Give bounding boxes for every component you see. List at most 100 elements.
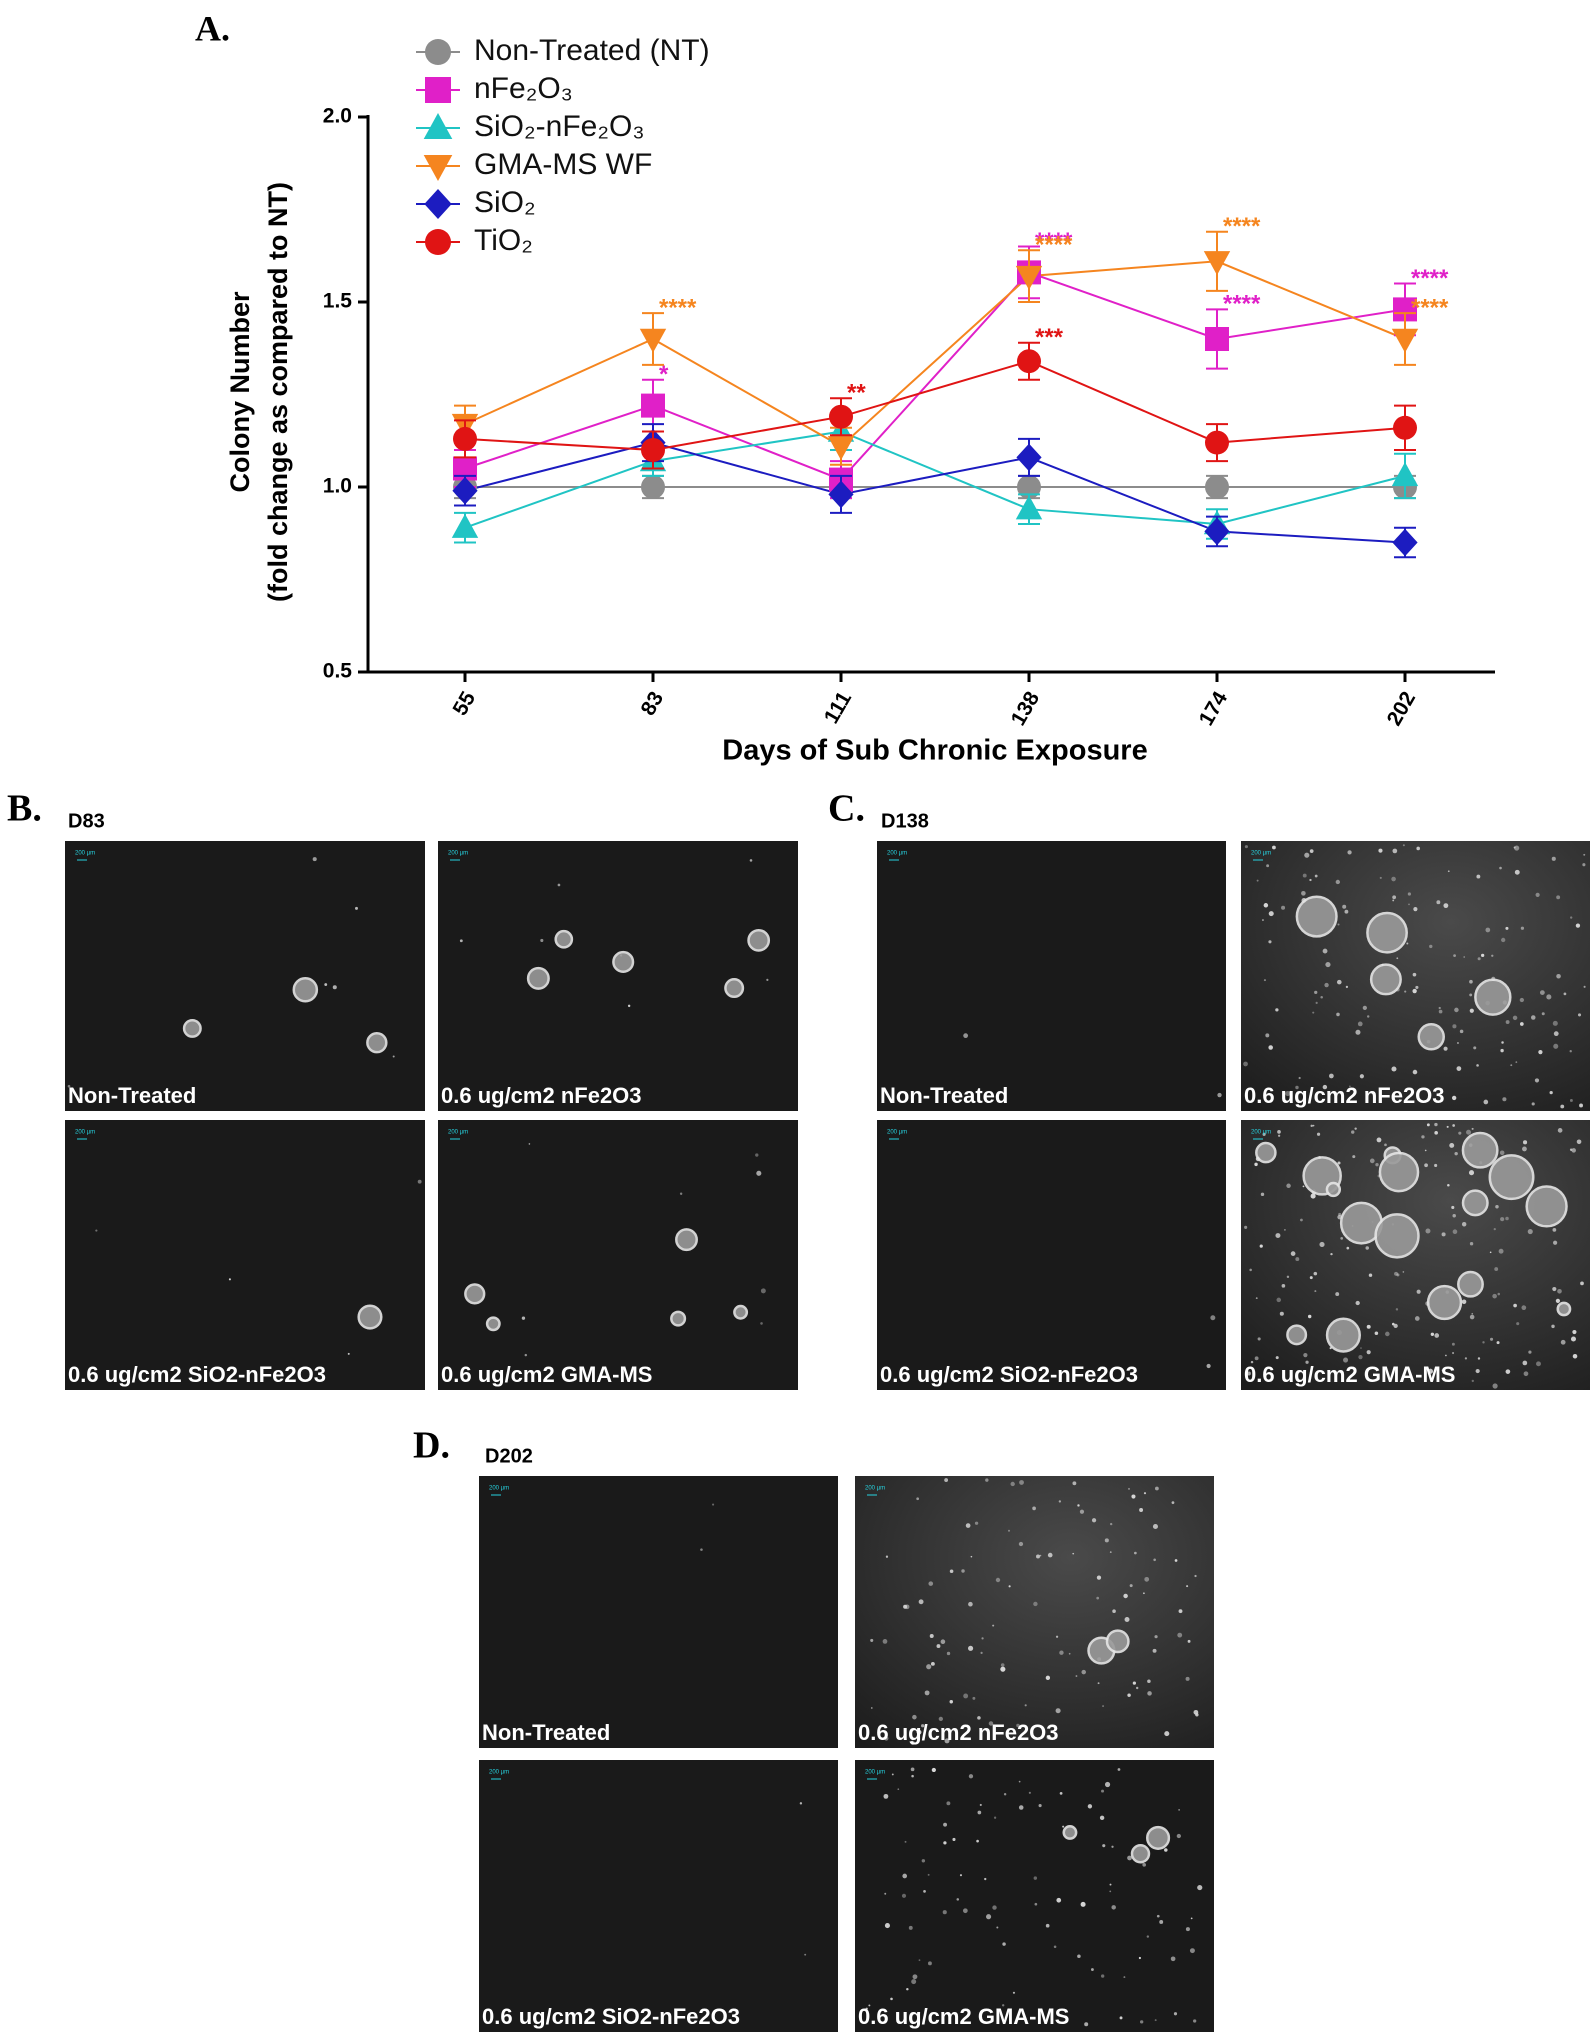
speckle [766,978,769,981]
speckle [1421,1135,1425,1139]
speckle [1452,1024,1457,1029]
colony [1417,1023,1445,1051]
speckle [1553,1031,1559,1037]
speckle [1081,1669,1086,1675]
speckle [1531,1102,1535,1106]
speckle [1461,1222,1467,1227]
speckle [1128,1487,1131,1490]
legend-label: SiO₂ [474,186,536,219]
image-caption: 0.6 ug/cm2 nFe2O3 [1244,1083,1445,1108]
speckle [884,1736,889,1741]
speckle [1140,2020,1144,2024]
speckle [1505,926,1509,930]
speckle [1429,944,1433,949]
speckle [1527,1228,1533,1235]
colony [1369,963,1402,996]
speckle [528,1143,531,1145]
speckle [1392,848,1398,854]
speckle [1369,1158,1375,1164]
image-caption: Non-Treated [68,1083,196,1108]
micrograph-background [438,1120,798,1390]
speckle [1358,1354,1363,1360]
speckle [979,1803,982,1807]
legend-label: GMA-MS WF [474,148,652,181]
speckle [1392,895,1397,900]
speckle [972,1696,976,1700]
speckle [943,1822,948,1827]
speckle [1091,1518,1097,1523]
speckle [1303,1353,1308,1358]
colony [1488,1154,1535,1201]
speckle [1132,1681,1136,1685]
colony [366,1031,388,1054]
speckle [1152,1523,1158,1530]
speckle [1412,1069,1418,1075]
speckle [1551,856,1556,861]
speckle [984,1877,987,1881]
speckle [993,1816,997,1819]
speckle [1263,979,1266,982]
speckle [1143,1492,1147,1495]
speckle [1339,1371,1342,1374]
data-point [1017,475,1041,499]
speckle [1404,990,1407,993]
micrograph: 200 µm 0.6 ug/cm2 GMA-MS [1241,1120,1590,1390]
speckle [1285,1091,1291,1097]
speckle [1268,940,1272,944]
speckle [1313,1271,1318,1276]
speckle [1110,1522,1113,1526]
speckle [1096,1596,1100,1600]
speckle [1469,1314,1475,1320]
speckle [1123,1976,1126,1979]
speckle [1312,1124,1315,1127]
speckle [949,1569,954,1574]
speckle [1471,1312,1474,1315]
speckle [931,1767,936,1773]
speckle [1243,1061,1248,1067]
colony [1105,1629,1130,1654]
speckle [1275,1233,1281,1239]
speckle [1000,1666,1006,1672]
speckle [749,859,753,862]
image-caption: 0.6 ug/cm2 GMA-MS [1244,1362,1455,1387]
speckle [1454,1151,1458,1156]
speckle [1430,1332,1435,1336]
colony [357,1304,383,1330]
speckle [1483,1099,1489,1105]
legend-marker [425,229,451,255]
speckle [1391,1066,1397,1072]
speckle [1322,948,1328,954]
colony [733,1304,749,1320]
data-point [1015,495,1043,520]
speckle [1536,1361,1541,1367]
speckle [1416,846,1420,851]
speckle [1018,1805,1024,1810]
speckle [940,1639,946,1644]
speckle [1453,954,1456,958]
speckle [944,1478,949,1482]
colony [292,976,319,1003]
speckle [946,1801,951,1806]
data-point [451,513,479,538]
speckle [1402,844,1405,847]
data-point [1392,528,1418,557]
colony [1255,1141,1277,1164]
speckle [1538,1050,1543,1055]
speckle [1337,1161,1341,1165]
colony [1366,911,1408,954]
micrograph-background [855,1476,1214,1748]
speckle [700,1548,703,1551]
speckle [332,985,337,990]
speckle [1320,996,1323,999]
colony [1146,1825,1171,1850]
speckle [1541,1012,1545,1016]
speckle [1335,1292,1340,1296]
speckle [1576,1139,1582,1145]
speckle [1046,1734,1052,1740]
speckle [977,1810,982,1815]
speckle [1302,1185,1305,1188]
speckle [1501,1041,1504,1044]
speckle [67,1084,71,1088]
speckle [1335,879,1340,885]
scale-bar-label: 200 µm [75,1130,95,1136]
